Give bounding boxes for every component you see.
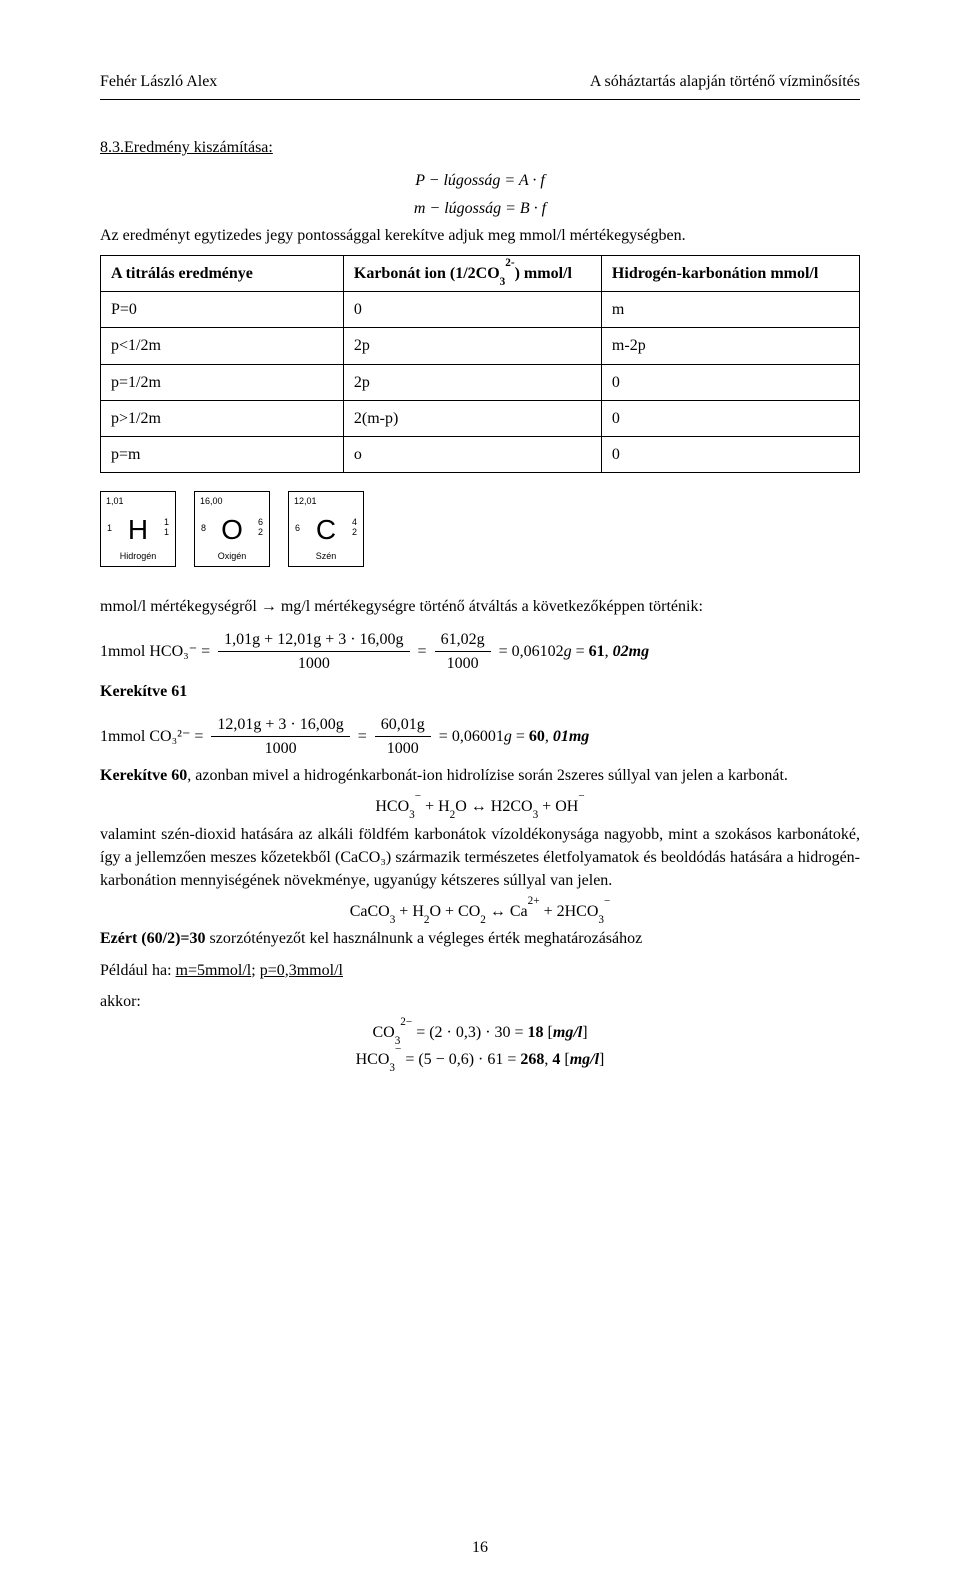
- hco3-tail: = 0,06102g = 61, 02mg: [499, 640, 650, 663]
- page-root: Fehér László Alex A sóháztartás alapján …: [0, 0, 960, 1587]
- eq-hydrolysis: HCO3− + H2O ↔ H2CO3 + OH−: [100, 795, 860, 818]
- eq-result-hco3: HCO3− = (5 − 0,6) · 61 = 268, 4 [mg/l]: [100, 1048, 860, 1071]
- elem-symbol: O: [221, 510, 243, 551]
- table-row: p=1/2m2p0: [101, 364, 860, 400]
- element-card-C: 12,01C642Szén: [288, 491, 364, 567]
- co3-calc: 1mmol CO₃²⁻ = 12,01g + 3 · 16,00g 1000 =…: [100, 713, 860, 760]
- titration-table-body: P=00mp<1/2m2pm-2pp=1/2m2p0p>1/2m2(m-p)0p…: [101, 292, 860, 473]
- hco3-calc: 1mmol HCO₃⁻ = 1,01g + 12,01g + 3 · 16,00…: [100, 628, 860, 675]
- table-row: p>1/2m2(m-p)0: [101, 400, 860, 436]
- co3-frac1: 12,01g + 3 · 16,00g 1000: [211, 713, 349, 760]
- header-right: A sóháztartás alapján történő vízminősít…: [590, 70, 860, 93]
- element-card-O: 16,00O862Oxigén: [194, 491, 270, 567]
- eq-result-co3: CO32− = (2 · 0,3) · 30 = 18 [mg/l]: [100, 1021, 860, 1044]
- elem-mass: 1,01: [106, 495, 124, 508]
- co3-lhs: 1mmol CO₃²⁻ =: [100, 725, 203, 748]
- elem-name: Hidrogén: [120, 550, 157, 563]
- elem-z: 1: [107, 522, 112, 535]
- element-card-H: 1,01H111Hidrogén: [100, 491, 176, 567]
- elem-symbol: C: [316, 510, 336, 551]
- elem-group2: 1: [164, 526, 169, 539]
- table-row: p<1/2m2pm-2p: [101, 328, 860, 364]
- co3-frac2: 60,01g 1000: [375, 713, 431, 760]
- running-header: Fehér László Alex A sóháztartás alapján …: [100, 70, 860, 100]
- table-cell: o: [343, 436, 601, 472]
- hco3-frac2: 61,02g 1000: [435, 628, 491, 675]
- elem-symbol: H: [128, 510, 148, 551]
- elem-mass: 16,00: [200, 495, 223, 508]
- table-cell: p=1/2m: [101, 364, 344, 400]
- table-row: P=00m: [101, 292, 860, 328]
- header-left: Fehér László Alex: [100, 70, 217, 93]
- example-line: Például ha: m=5mmol/l; p=0,3mmol/l: [100, 959, 860, 982]
- elem-name: Szén: [316, 550, 337, 563]
- eq-top-2: m − lúgosság = B · f: [100, 197, 860, 220]
- th-2: Hidrogén-karbonátion mmol/l: [601, 255, 859, 291]
- table-cell: 2p: [343, 328, 601, 364]
- table-cell: 0: [601, 436, 859, 472]
- table-cell: p<1/2m: [101, 328, 344, 364]
- table-cell: m: [601, 292, 859, 328]
- paragraph-after-hydrolysis: valamint szén-dioxid hatására az alkáli …: [100, 823, 860, 893]
- section-title: 8.3.Eredmény kiszámítása:: [100, 136, 860, 159]
- then-label: akkor:: [100, 990, 860, 1013]
- th-1: Karbonát ion (1/2CO32-) mmol/l: [343, 255, 601, 291]
- hco3-round: Kerekítve 61: [100, 680, 860, 703]
- titration-table: A titrálás eredménye Karbonát ion (1/2CO…: [100, 255, 860, 473]
- hco3-frac1: 1,01g + 12,01g + 3 · 16,00g 1000: [218, 628, 409, 675]
- table-cell: p>1/2m: [101, 400, 344, 436]
- table-cell: 0: [343, 292, 601, 328]
- elem-z: 6: [295, 522, 300, 535]
- co3-tail: = 0,06001g = 60, 01mg: [439, 725, 590, 748]
- table-cell: P=0: [101, 292, 344, 328]
- elem-name: Oxigén: [218, 550, 247, 563]
- table-row: p=mo0: [101, 436, 860, 472]
- reason-30: Ezért (60/2)=30 szorzótényezőt kel haszn…: [100, 927, 860, 950]
- table-cell: 2(m-p): [343, 400, 601, 436]
- element-cards: 1,01H111Hidrogén16,00O862Oxigén12,01C642…: [100, 491, 860, 567]
- elem-group2: 2: [352, 526, 357, 539]
- table-cell: m-2p: [601, 328, 859, 364]
- eq-caco3: CaCO3 + H2O + CO2 ↔ Ca2+ + 2HCO3−: [100, 900, 860, 923]
- table-cell: 2p: [343, 364, 601, 400]
- elem-mass: 12,01: [294, 495, 317, 508]
- table-cell: 0: [601, 400, 859, 436]
- table-cell: 0: [601, 364, 859, 400]
- conversion-intro: mmol/l mértékegységről → mg/l mértékegys…: [100, 595, 860, 618]
- th-0: A titrálás eredménye: [101, 255, 344, 291]
- table-cell: p=m: [101, 436, 344, 472]
- elem-group2: 2: [258, 526, 263, 539]
- elem-z: 8: [201, 522, 206, 535]
- co3-round-sentence: Kerekítve 60, azonban mivel a hidrogénka…: [100, 764, 860, 787]
- page-number: 16: [0, 1536, 960, 1559]
- sentence-rounding: Az eredményt egytizedes jegy pontosságga…: [100, 224, 860, 247]
- eq-top-1: P − lúgosság = A · f: [100, 169, 860, 192]
- hco3-lhs: 1mmol HCO₃⁻ =: [100, 640, 210, 663]
